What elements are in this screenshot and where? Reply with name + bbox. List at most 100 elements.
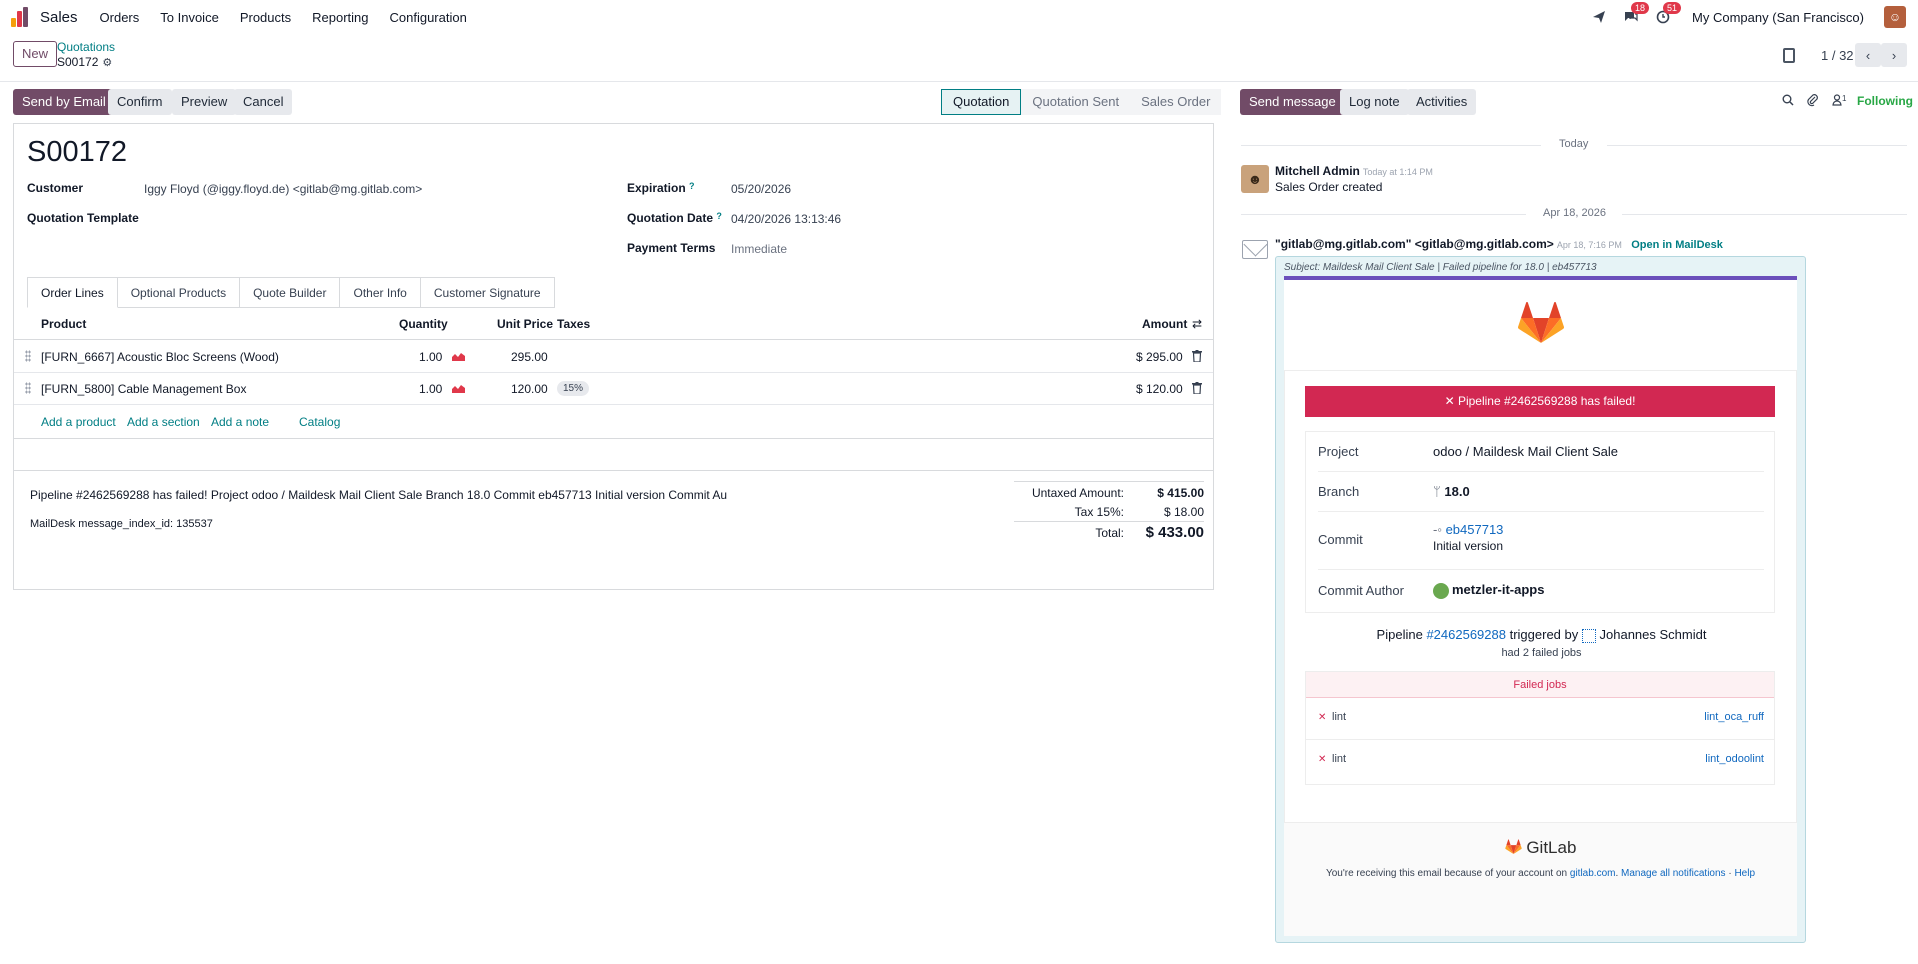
app-name[interactable]: Sales bbox=[40, 8, 78, 26]
add-section-link[interactable]: Add a section bbox=[127, 415, 200, 429]
sales-app-icon[interactable] bbox=[11, 7, 31, 27]
message-timestamp: Today at 1:14 PM bbox=[1362, 167, 1433, 177]
tax-badge[interactable]: 15% bbox=[557, 381, 590, 396]
forecast-chart-icon[interactable] bbox=[452, 383, 465, 393]
breadcrumb-quotations[interactable]: Quotations bbox=[57, 40, 116, 54]
payment-terms-label: Payment Terms bbox=[627, 241, 716, 255]
help-icon[interactable]: ? bbox=[716, 211, 722, 221]
message-body: Sales Order created bbox=[1275, 180, 1383, 194]
manage-notifications-link[interactable]: Manage all notifications bbox=[1621, 868, 1726, 879]
trash-icon[interactable] bbox=[1192, 382, 1202, 394]
messages-icon[interactable]: 18 bbox=[1622, 2, 1650, 26]
document-icon[interactable] bbox=[1783, 48, 1795, 63]
drag-handle-icon[interactable] bbox=[25, 350, 31, 362]
tab-other-info[interactable]: Other Info bbox=[340, 277, 421, 308]
tab-quote-builder[interactable]: Quote Builder bbox=[240, 277, 341, 308]
detail-row: Commit Author metzler-it-apps bbox=[1318, 570, 1764, 612]
table-row[interactable]: [FURN_5800] Cable Management Box 1.00 12… bbox=[14, 373, 1213, 405]
customer-field[interactable]: Iggy Floyd (@iggy.floyd.de) <gitlab@mg.g… bbox=[144, 182, 423, 196]
untaxed-label: Untaxed Amount: bbox=[1031, 486, 1124, 500]
new-button[interactable]: New bbox=[13, 41, 58, 67]
preview-button[interactable]: Preview bbox=[172, 89, 237, 115]
expiration-field[interactable]: 05/20/2026 bbox=[731, 182, 792, 196]
avatar[interactable]: ☻ bbox=[1241, 165, 1269, 193]
followers-count: 1 bbox=[1842, 94, 1847, 103]
catalog-link[interactable]: Catalog bbox=[299, 415, 341, 429]
log-note-button[interactable]: Log note bbox=[1340, 89, 1409, 115]
drag-handle-icon[interactable] bbox=[25, 382, 31, 394]
line-quantity[interactable]: 1.00 bbox=[419, 382, 443, 396]
tab-customer-signature[interactable]: Customer Signature bbox=[420, 277, 555, 308]
divider bbox=[1622, 214, 1907, 215]
untaxed-line: Untaxed Amount: $ 415.00 bbox=[1014, 481, 1204, 501]
job-link[interactable]: lint_odoolint bbox=[1705, 753, 1764, 765]
activities-clock-icon[interactable]: 51 bbox=[1654, 2, 1682, 26]
column-amount[interactable]: Amount bbox=[1142, 317, 1188, 331]
detail-label: Branch bbox=[1318, 484, 1360, 499]
send-message-button[interactable]: Send message bbox=[1240, 89, 1345, 115]
followers-icon[interactable]: 1 bbox=[1832, 94, 1846, 109]
status-quotation-sent[interactable]: Quotation Sent bbox=[1021, 89, 1131, 115]
search-icon[interactable] bbox=[1782, 94, 1794, 109]
detail-label: Commit bbox=[1318, 532, 1363, 547]
job-link[interactable]: lint_oca_ruff bbox=[1704, 711, 1764, 723]
quotation-date-field[interactable]: 04/20/2026 13:13:46 bbox=[731, 212, 842, 226]
commit-link[interactable]: eb457713 bbox=[1445, 522, 1504, 537]
envelope-icon bbox=[1242, 240, 1268, 259]
form-sheet: S00172 Customer Iggy Floyd (@iggy.floyd.… bbox=[13, 123, 1214, 590]
column-settings-icon[interactable]: ⇄ bbox=[1192, 317, 1203, 331]
menu-to-invoice[interactable]: To Invoice bbox=[160, 9, 219, 25]
following-button[interactable]: Following bbox=[1857, 94, 1913, 108]
status-quotation[interactable]: Quotation bbox=[941, 89, 1022, 115]
line-product[interactable]: [FURN_6667] Acoustic Bloc Screens (Wood) bbox=[41, 350, 279, 364]
column-product[interactable]: Product bbox=[41, 317, 87, 331]
add-product-link[interactable]: Add a product bbox=[41, 415, 116, 429]
pager-value[interactable]: 1 / 32 bbox=[1821, 48, 1854, 63]
gitlab-com-link[interactable]: gitlab.com bbox=[1569, 868, 1616, 879]
paper-plane-icon[interactable] bbox=[1590, 8, 1608, 26]
menu-orders[interactable]: Orders bbox=[99, 9, 140, 25]
user-avatar[interactable]: ☺ bbox=[1884, 6, 1906, 28]
menu-configuration[interactable]: Configuration bbox=[389, 9, 467, 25]
confirm-button[interactable]: Confirm bbox=[108, 89, 172, 115]
open-in-maildesk-link[interactable]: Open in MailDesk bbox=[1631, 239, 1723, 251]
maildesk-note[interactable]: MailDesk message_index_id: 135537 bbox=[30, 518, 213, 530]
activities-button[interactable]: Activities bbox=[1407, 89, 1477, 115]
gear-icon[interactable]: ⚙ bbox=[102, 57, 113, 69]
quotation-number: S00172 bbox=[27, 136, 127, 168]
pager-previous-button[interactable]: ‹ bbox=[1855, 43, 1881, 67]
line-product[interactable]: [FURN_5800] Cable Management Box bbox=[41, 382, 247, 396]
trash-icon[interactable] bbox=[1192, 350, 1202, 362]
terms-note[interactable]: Pipeline #2462569288 has failed! Project… bbox=[30, 488, 728, 502]
line-unit-price[interactable]: 120.00 bbox=[511, 382, 548, 396]
line-quantity[interactable]: 1.00 bbox=[419, 350, 443, 364]
pager-next-button[interactable]: › bbox=[1881, 43, 1907, 67]
menu-products[interactable]: Products bbox=[239, 9, 292, 25]
pipeline-failed-banner: ✕ Pipeline #2462569288 has failed! bbox=[1305, 386, 1775, 417]
status-sales-order[interactable]: Sales Order bbox=[1130, 89, 1222, 115]
email-message: Subject: Maildesk Mail Client Sale | Fai… bbox=[1275, 256, 1806, 943]
paperclip-icon[interactable] bbox=[1807, 94, 1819, 110]
divider bbox=[1241, 214, 1526, 215]
payment-terms-field[interactable]: Immediate bbox=[731, 242, 788, 256]
tab-order-lines[interactable]: Order Lines bbox=[27, 277, 118, 308]
column-quantity[interactable]: Quantity bbox=[399, 317, 448, 331]
table-row[interactable]: [FURN_6667] Acoustic Bloc Screens (Wood)… bbox=[14, 341, 1213, 373]
help-icon[interactable]: ? bbox=[689, 181, 695, 191]
gitlab-footer-logo: GitLab bbox=[1284, 838, 1797, 858]
pipeline-link[interactable]: #2462569288 bbox=[1426, 627, 1506, 642]
company-switcher[interactable]: My Company (San Francisco) bbox=[1692, 9, 1864, 25]
add-note-link[interactable]: Add a note bbox=[211, 415, 270, 429]
send-by-email-button[interactable]: Send by Email bbox=[13, 89, 115, 115]
date-separator-today: Today bbox=[1549, 138, 1599, 150]
line-unit-price[interactable]: 295.00 bbox=[511, 350, 548, 364]
column-taxes[interactable]: Taxes bbox=[557, 317, 591, 331]
column-unit-price[interactable]: Unit Price bbox=[497, 317, 554, 331]
forecast-chart-icon[interactable] bbox=[452, 351, 465, 361]
tab-optional-products[interactable]: Optional Products bbox=[117, 277, 241, 308]
cancel-button[interactable]: Cancel bbox=[234, 89, 293, 115]
help-link[interactable]: Help bbox=[1734, 868, 1756, 879]
job-stage: lint bbox=[1332, 753, 1347, 765]
menu-reporting[interactable]: Reporting bbox=[312, 9, 369, 25]
tax-line: Tax 15%: $ 18.00 bbox=[1014, 501, 1204, 521]
